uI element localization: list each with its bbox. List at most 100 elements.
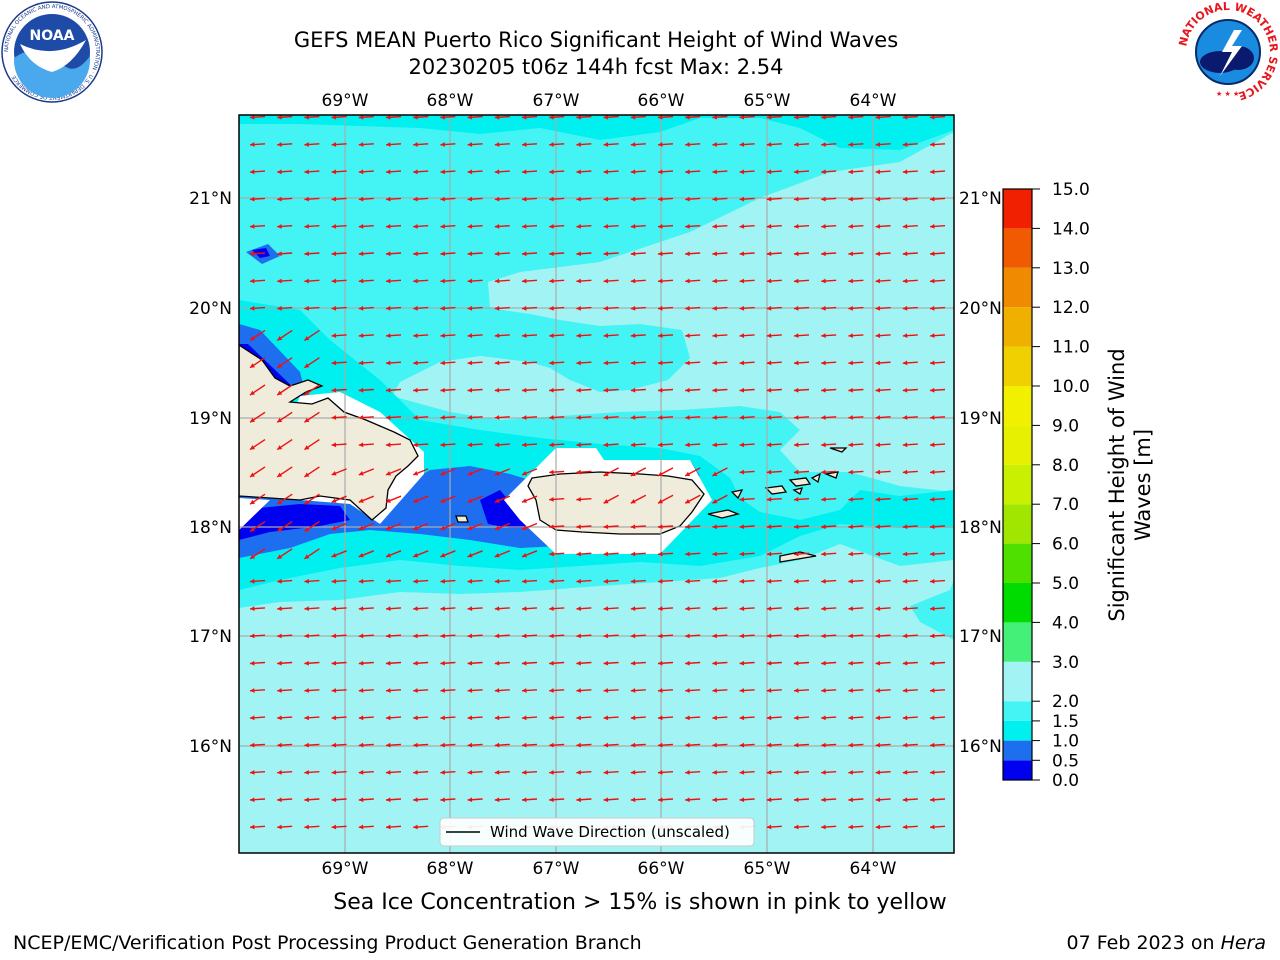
wave-direction-arrow <box>249 278 266 284</box>
wave-direction-arrow <box>304 466 320 478</box>
wave-direction-arrow <box>576 688 592 693</box>
wave-direction-arrow <box>739 770 755 775</box>
wave-direction-arrow <box>630 633 646 639</box>
wave-direction-arrow <box>576 305 592 311</box>
wave-direction-arrow <box>413 415 429 420</box>
wave-direction-arrow <box>821 360 837 366</box>
wave-direction-arrow <box>630 524 646 530</box>
wave-direction-arrow <box>739 169 755 175</box>
wave-direction-arrow <box>929 142 946 147</box>
wave-direction-arrow <box>494 360 510 366</box>
wave-direction-arrow <box>929 688 946 693</box>
wave-direction-arrow <box>821 142 837 147</box>
wave-direction-arrow <box>848 224 864 229</box>
wave-direction-arrow <box>521 115 538 120</box>
wave-direction-arrow <box>576 469 592 475</box>
wave-direction-arrow <box>685 196 701 202</box>
wave-direction-arrow <box>739 715 755 721</box>
wave-direction-arrow <box>521 224 538 229</box>
wave-direction-arrow <box>549 797 565 803</box>
wave-direction-arrow <box>630 415 646 420</box>
wave-direction-arrow <box>712 142 728 147</box>
wave-direction-arrow <box>304 251 320 257</box>
wave-direction-arrow <box>549 442 565 448</box>
wave-direction-arrow <box>277 770 293 775</box>
wave-direction-arrow <box>576 551 592 557</box>
wave-direction-arrow <box>467 115 483 120</box>
wave-direction-arrow <box>793 633 810 639</box>
wave-direction-arrow <box>385 360 402 366</box>
wave-direction-arrow <box>739 442 755 448</box>
wave-direction-arrow <box>277 660 293 666</box>
wave-direction-arrow <box>521 660 538 666</box>
colorbar-bin <box>1003 740 1032 761</box>
wave-direction-arrow <box>766 633 782 639</box>
wave-direction-arrow <box>739 469 755 475</box>
wave-direction-arrow <box>304 493 320 505</box>
wave-direction-arrow <box>440 578 456 584</box>
latitude-label: 18°N <box>959 518 1002 538</box>
wave-direction-arrow <box>712 442 728 448</box>
wave-direction-arrow <box>385 633 402 639</box>
wave-direction-arrow <box>766 333 782 338</box>
wave-direction-arrow <box>413 715 429 721</box>
wave-direction-arrow <box>358 251 374 257</box>
latitude-label: 18°N <box>189 518 232 538</box>
wave-direction-arrow <box>766 606 782 611</box>
wave-direction-arrow <box>875 469 891 475</box>
wave-direction-arrow <box>249 633 266 639</box>
wave-direction-arrow <box>793 469 810 475</box>
wave-direction-arrow <box>821 196 837 202</box>
wave-direction-arrow <box>494 196 510 202</box>
wave-direction-arrow <box>739 551 755 557</box>
wave-direction-arrow <box>848 333 864 338</box>
wave-direction-arrow <box>821 415 837 420</box>
wave-direction-arrow <box>494 660 510 666</box>
wave-direction-arrow <box>358 415 374 420</box>
wave-direction-arrow <box>657 224 674 229</box>
wave-direction-arrow <box>304 196 320 202</box>
wave-direction-arrow <box>630 578 646 584</box>
wave-direction-arrow <box>929 251 946 257</box>
wave-direction-arrow <box>413 606 429 611</box>
wave-direction-arrow <box>276 384 293 396</box>
wave-direction-arrow <box>494 522 511 531</box>
wave-direction-arrow <box>929 333 946 338</box>
wave-direction-arrow <box>549 224 565 229</box>
wave-direction-arrow <box>440 196 456 202</box>
wave-direction-arrow <box>902 469 918 475</box>
wave-direction-arrow <box>630 278 646 284</box>
wave-direction-arrow <box>793 305 810 311</box>
wave-direction-arrow <box>440 606 456 611</box>
wave-direction-arrow <box>249 224 266 229</box>
wave-direction-arrow <box>603 797 619 803</box>
wave-direction-arrow <box>358 224 374 229</box>
wave-direction-arrow <box>249 251 266 257</box>
wave-direction-arrow <box>603 415 619 420</box>
wave-direction-arrow <box>603 442 619 448</box>
wave-direction-arrow <box>358 495 375 503</box>
wave-direction-arrow <box>657 715 674 721</box>
wave-direction-arrow <box>276 357 293 369</box>
wave-direction-arrow <box>521 442 538 448</box>
wave-direction-arrow <box>358 578 374 584</box>
wave-direction-arrow <box>603 494 619 504</box>
wave-direction-arrow <box>331 468 347 476</box>
wave-direction-arrow <box>413 251 429 257</box>
wave-direction-arrow <box>875 387 891 393</box>
wave-direction-arrow <box>304 224 320 229</box>
wave-direction-arrow <box>685 251 701 257</box>
wave-direction-arrow <box>494 142 510 147</box>
colorbar-bin <box>1003 701 1032 721</box>
latitude-label: 19°N <box>959 409 1002 429</box>
svg-text:★ ★ ★: ★ ★ ★ <box>1216 90 1239 98</box>
wave-direction-arrow <box>358 387 374 393</box>
wave-direction-arrow <box>821 770 837 775</box>
wave-direction-arrow <box>929 196 946 202</box>
wave-direction-arrow <box>739 524 755 530</box>
colorbar-bin <box>1003 661 1032 702</box>
wave-direction-arrow <box>793 824 810 830</box>
chart-title: GEFS MEAN Puerto Rico Significant Height… <box>293 28 899 52</box>
wave-direction-arrow <box>929 606 946 611</box>
